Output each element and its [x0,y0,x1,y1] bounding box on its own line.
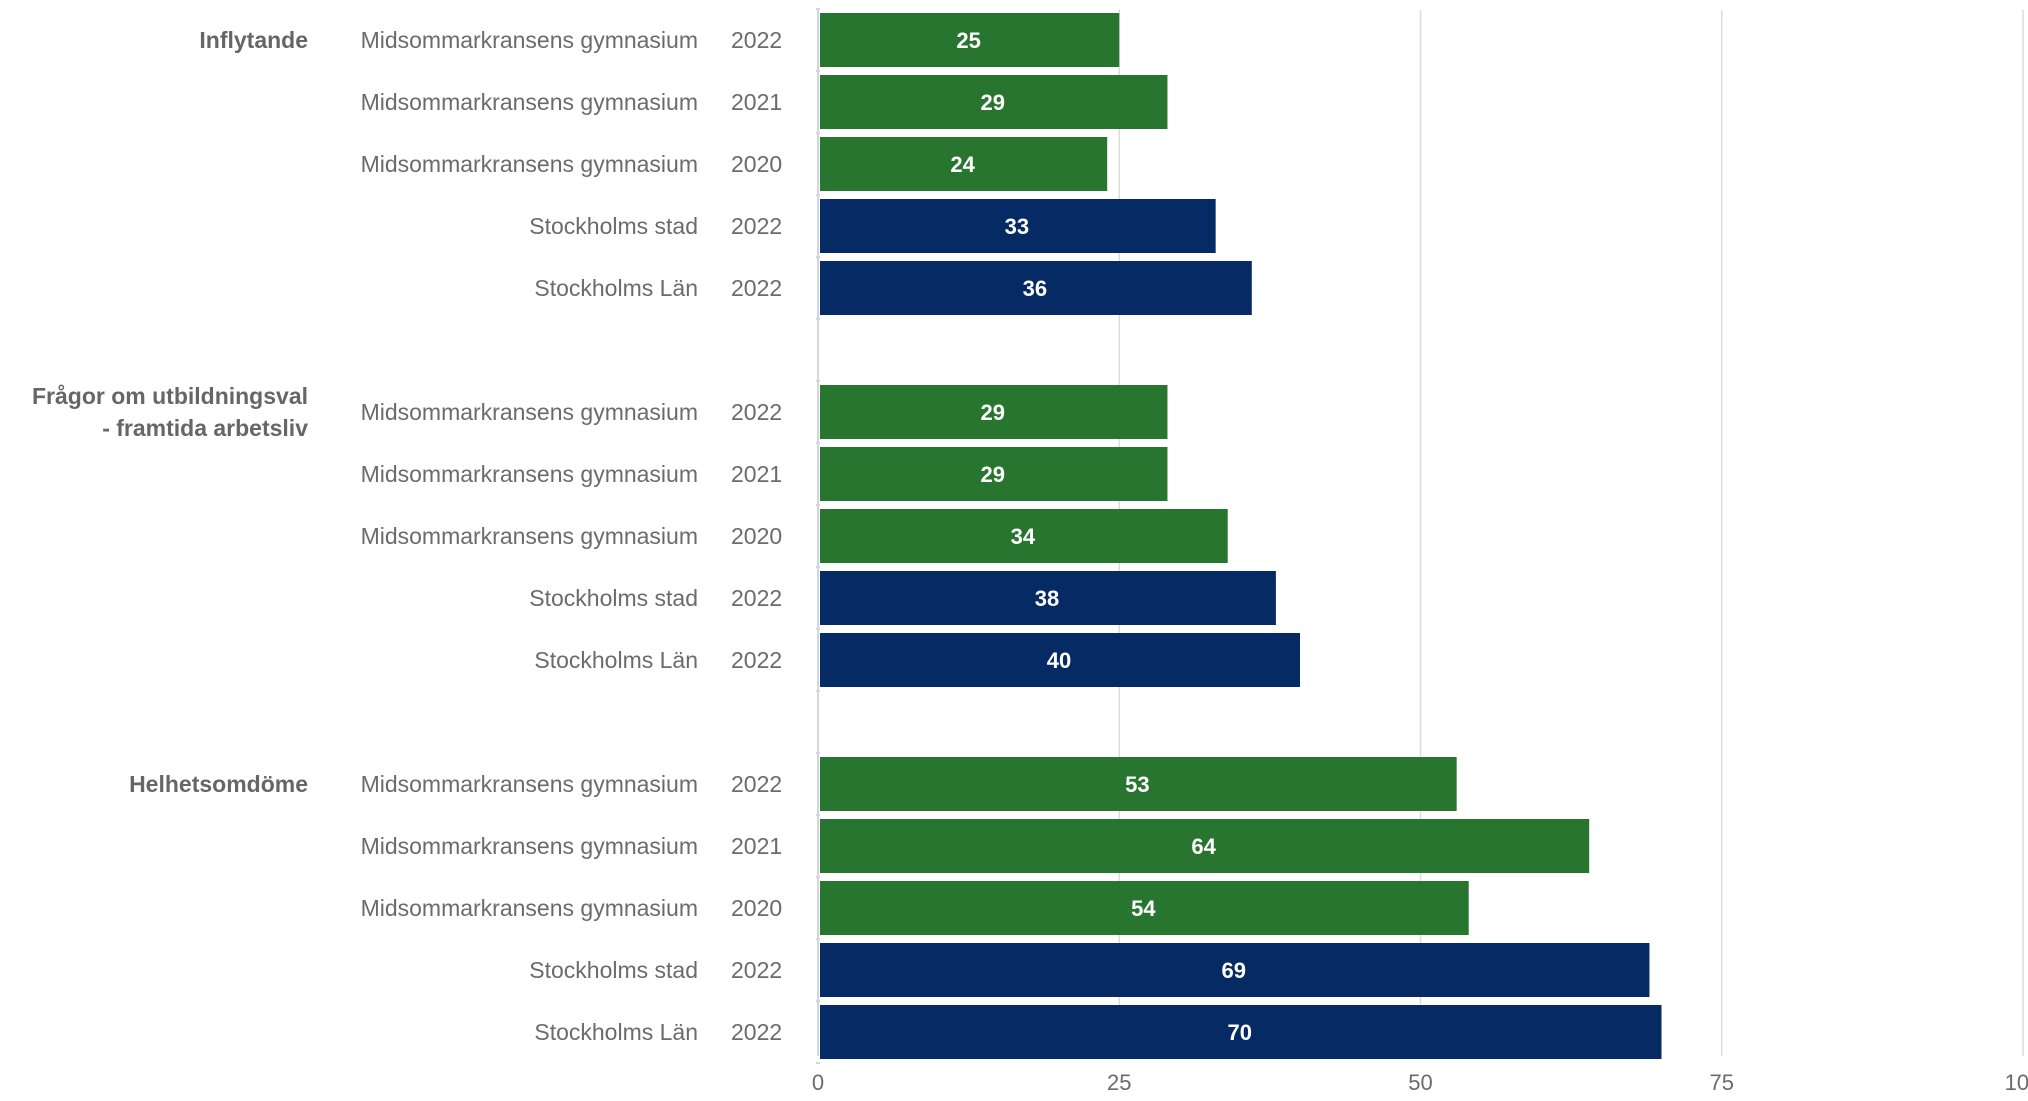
x-tick-label: 0 [812,1070,824,1095]
bar [820,1005,1662,1059]
category-label: Stockholms Län [534,647,698,673]
category-label: Stockholms stad [529,585,698,611]
bar-value-label: 53 [1125,772,1149,797]
x-tick-label: 25 [1107,1070,1131,1095]
group-label: Frågor om utbildningsval - framtida arbet… [32,383,308,441]
bar-value-label: 25 [956,28,980,53]
bar-value-label: 29 [980,90,1004,115]
category-label: Midsommarkransens gymnasium [361,523,698,549]
year-label: 2021 [731,833,782,859]
group-label-line: Frågor om utbildningsval [32,383,308,409]
category-label: Stockholms Län [534,1019,698,1045]
bar-value-label: 70 [1228,1020,1252,1045]
group-label-line: Inflytande [199,27,308,53]
year-label: 2020 [731,523,782,549]
year-label: 2022 [731,585,782,611]
year-label: 2022 [731,647,782,673]
x-tick-label: 100 [2005,1070,2028,1095]
group-label: Inflytande [199,27,308,53]
bar-value-label: 54 [1131,896,1156,921]
year-label: 2022 [731,275,782,301]
bar-value-label: 33 [1005,214,1029,239]
bar [820,881,1469,935]
bar [820,943,1650,997]
year-label: 2022 [731,1019,782,1045]
year-label: 2020 [731,151,782,177]
group-label-line: Helhetsomdöme [129,771,308,797]
category-label: Midsommarkransens gymnasium [361,399,698,425]
bar-value-label: 69 [1221,958,1245,983]
bar [820,509,1228,563]
bar-value-label: 29 [980,400,1004,425]
category-label: Midsommarkransens gymnasium [361,151,698,177]
category-label: Midsommarkransens gymnasium [361,27,698,53]
group-label: Helhetsomdöme [129,771,308,797]
bar [820,75,1168,129]
year-label: 2022 [731,213,782,239]
category-label: Stockholms stad [529,213,698,239]
bar-value-label: 38 [1035,586,1059,611]
year-label: 2020 [731,895,782,921]
bar [820,261,1252,315]
category-label: Midsommarkransens gymnasium [361,461,698,487]
bar-value-label: 34 [1011,524,1036,549]
category-label: Midsommarkransens gymnasium [361,895,698,921]
year-label: 2022 [731,399,782,425]
year-label: 2022 [731,771,782,797]
bar [820,447,1168,501]
category-label: Midsommarkransens gymnasium [361,771,698,797]
bar [820,757,1457,811]
x-tick-label: 75 [1710,1070,1734,1095]
bar [820,199,1216,253]
bar [820,633,1300,687]
category-label: Midsommarkransens gymnasium [361,833,698,859]
bar [820,819,1590,873]
bar [820,13,1120,67]
x-tick-label: 50 [1408,1070,1432,1095]
category-label: Stockholms Län [534,275,698,301]
year-label: 2022 [731,27,782,53]
year-label: 2022 [731,957,782,983]
bar-value-label: 24 [950,152,975,177]
year-label: 2021 [731,89,782,115]
bar-value-label: 36 [1023,276,1047,301]
bar [820,385,1168,439]
bar [820,571,1276,625]
bar [820,137,1108,191]
bar-value-label: 29 [980,462,1004,487]
category-label: Stockholms stad [529,957,698,983]
bar-value-label: 40 [1047,648,1071,673]
group-label-line: - framtida arbetsliv [102,415,308,441]
bar-value-label: 64 [1191,834,1216,859]
year-label: 2021 [731,461,782,487]
category-label: Midsommarkransens gymnasium [361,89,698,115]
